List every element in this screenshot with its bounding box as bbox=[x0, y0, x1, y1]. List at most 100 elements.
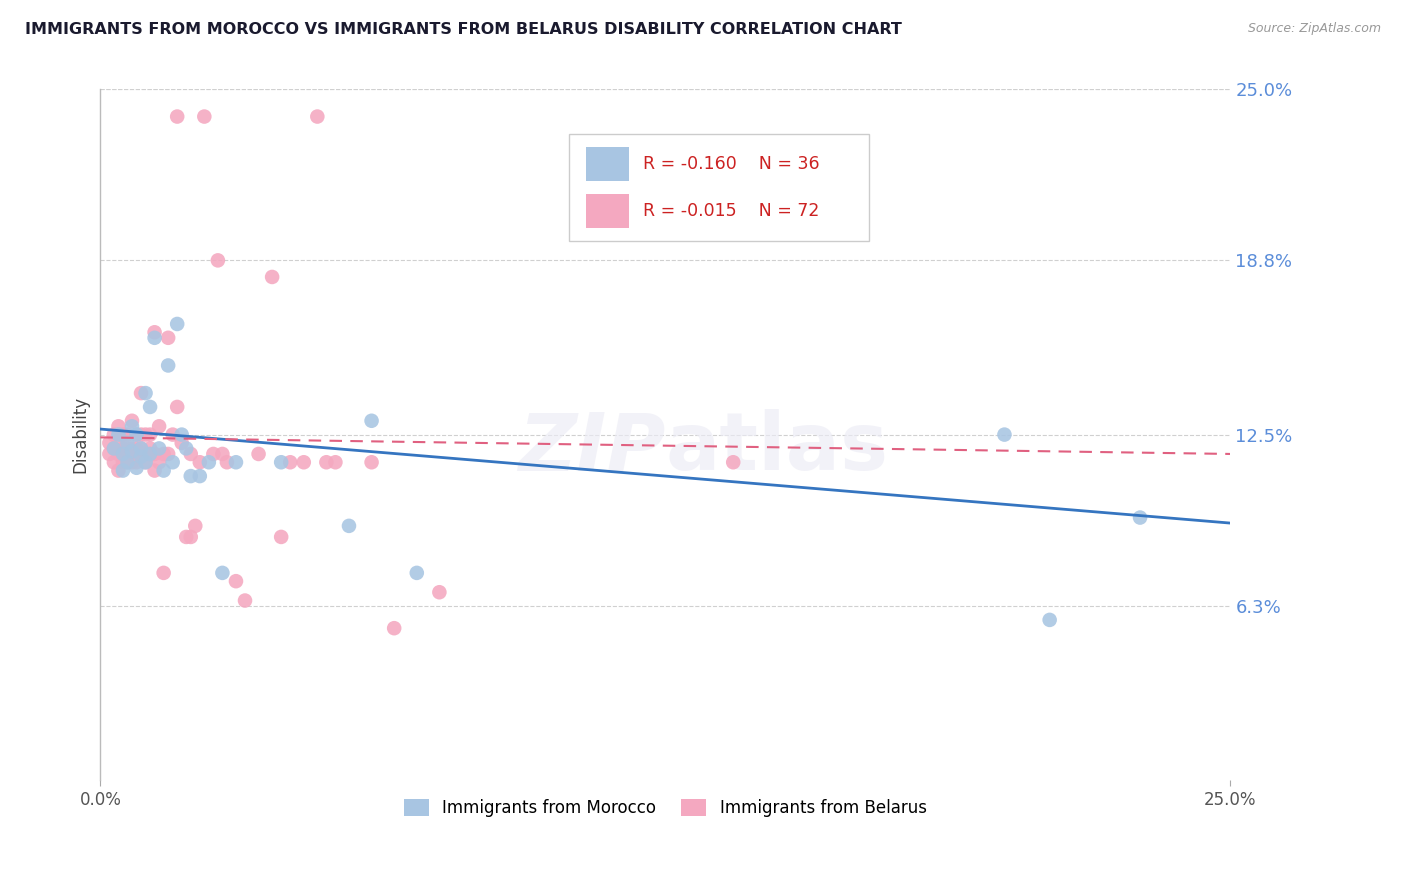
Point bbox=[135, 455, 157, 469]
Point bbox=[129, 447, 152, 461]
Point bbox=[225, 455, 247, 469]
Point bbox=[107, 419, 129, 434]
Point bbox=[125, 455, 148, 469]
Point bbox=[292, 455, 315, 469]
Point bbox=[174, 530, 197, 544]
Point bbox=[103, 455, 125, 469]
Point bbox=[117, 455, 139, 469]
Point bbox=[121, 444, 143, 458]
Point bbox=[129, 442, 152, 456]
Point bbox=[121, 414, 143, 428]
Point bbox=[111, 464, 134, 478]
Point bbox=[307, 110, 329, 124]
Point bbox=[125, 442, 148, 456]
Point bbox=[98, 436, 121, 450]
Point bbox=[262, 269, 284, 284]
Point bbox=[184, 519, 207, 533]
Point bbox=[166, 400, 188, 414]
Point bbox=[202, 447, 225, 461]
Point bbox=[382, 621, 405, 635]
Point bbox=[993, 427, 1015, 442]
Point bbox=[98, 447, 121, 461]
Point bbox=[117, 427, 139, 442]
Point bbox=[103, 442, 125, 456]
Point bbox=[125, 460, 148, 475]
Point bbox=[143, 447, 166, 461]
Point bbox=[107, 427, 129, 442]
Point bbox=[170, 436, 193, 450]
Point bbox=[125, 447, 148, 461]
FancyBboxPatch shape bbox=[586, 146, 630, 181]
Point bbox=[152, 464, 174, 478]
Point bbox=[125, 427, 148, 442]
Point bbox=[135, 427, 157, 442]
Point bbox=[174, 442, 197, 456]
Point bbox=[247, 447, 270, 461]
Point bbox=[162, 427, 184, 442]
Point bbox=[405, 566, 427, 580]
Point bbox=[188, 455, 211, 469]
Point bbox=[143, 326, 166, 340]
Point bbox=[111, 447, 134, 461]
Point bbox=[139, 447, 162, 461]
Point bbox=[211, 566, 233, 580]
Point bbox=[117, 442, 139, 456]
Point bbox=[135, 455, 157, 469]
Point bbox=[188, 469, 211, 483]
Point bbox=[111, 442, 134, 456]
Text: R = -0.160    N = 36: R = -0.160 N = 36 bbox=[643, 155, 820, 173]
Text: ZIP: ZIP bbox=[517, 409, 665, 487]
Y-axis label: Disability: Disability bbox=[72, 396, 89, 473]
Text: R = -0.015    N = 72: R = -0.015 N = 72 bbox=[643, 202, 820, 220]
Point bbox=[121, 419, 143, 434]
Point bbox=[129, 427, 152, 442]
Point bbox=[270, 455, 292, 469]
FancyBboxPatch shape bbox=[586, 194, 630, 228]
Point bbox=[360, 455, 382, 469]
Point bbox=[157, 359, 180, 373]
Point bbox=[117, 455, 139, 469]
Point bbox=[180, 469, 202, 483]
Point bbox=[117, 447, 139, 461]
Point bbox=[152, 566, 174, 580]
Point bbox=[121, 442, 143, 456]
FancyBboxPatch shape bbox=[569, 134, 869, 241]
Point bbox=[111, 427, 134, 442]
Point bbox=[180, 530, 202, 544]
Point bbox=[215, 455, 238, 469]
Point bbox=[135, 447, 157, 461]
Point bbox=[211, 447, 233, 461]
Point bbox=[139, 427, 162, 442]
Point bbox=[325, 455, 347, 469]
Point bbox=[103, 427, 125, 442]
Point bbox=[270, 530, 292, 544]
Point bbox=[129, 450, 152, 464]
Legend: Immigrants from Morocco, Immigrants from Belarus: Immigrants from Morocco, Immigrants from… bbox=[398, 792, 934, 824]
Point bbox=[360, 414, 382, 428]
Point bbox=[143, 331, 166, 345]
Point bbox=[233, 593, 256, 607]
Point bbox=[121, 447, 143, 461]
Text: IMMIGRANTS FROM MOROCCO VS IMMIGRANTS FROM BELARUS DISABILITY CORRELATION CHART: IMMIGRANTS FROM MOROCCO VS IMMIGRANTS FR… bbox=[25, 22, 903, 37]
Point bbox=[107, 447, 129, 461]
Point bbox=[139, 400, 162, 414]
Point bbox=[166, 317, 188, 331]
Point bbox=[1129, 510, 1152, 524]
Point bbox=[148, 455, 170, 469]
Point bbox=[129, 386, 152, 401]
Point bbox=[111, 447, 134, 461]
Point bbox=[198, 455, 221, 469]
Point bbox=[143, 464, 166, 478]
Point bbox=[125, 427, 148, 442]
Point bbox=[148, 419, 170, 434]
Point bbox=[225, 574, 247, 589]
Point bbox=[139, 442, 162, 456]
Point bbox=[429, 585, 451, 599]
Point bbox=[152, 447, 174, 461]
Point bbox=[315, 455, 337, 469]
Point bbox=[278, 455, 301, 469]
Point bbox=[107, 433, 129, 447]
Point bbox=[148, 442, 170, 456]
Point bbox=[107, 464, 129, 478]
Point bbox=[129, 442, 152, 456]
